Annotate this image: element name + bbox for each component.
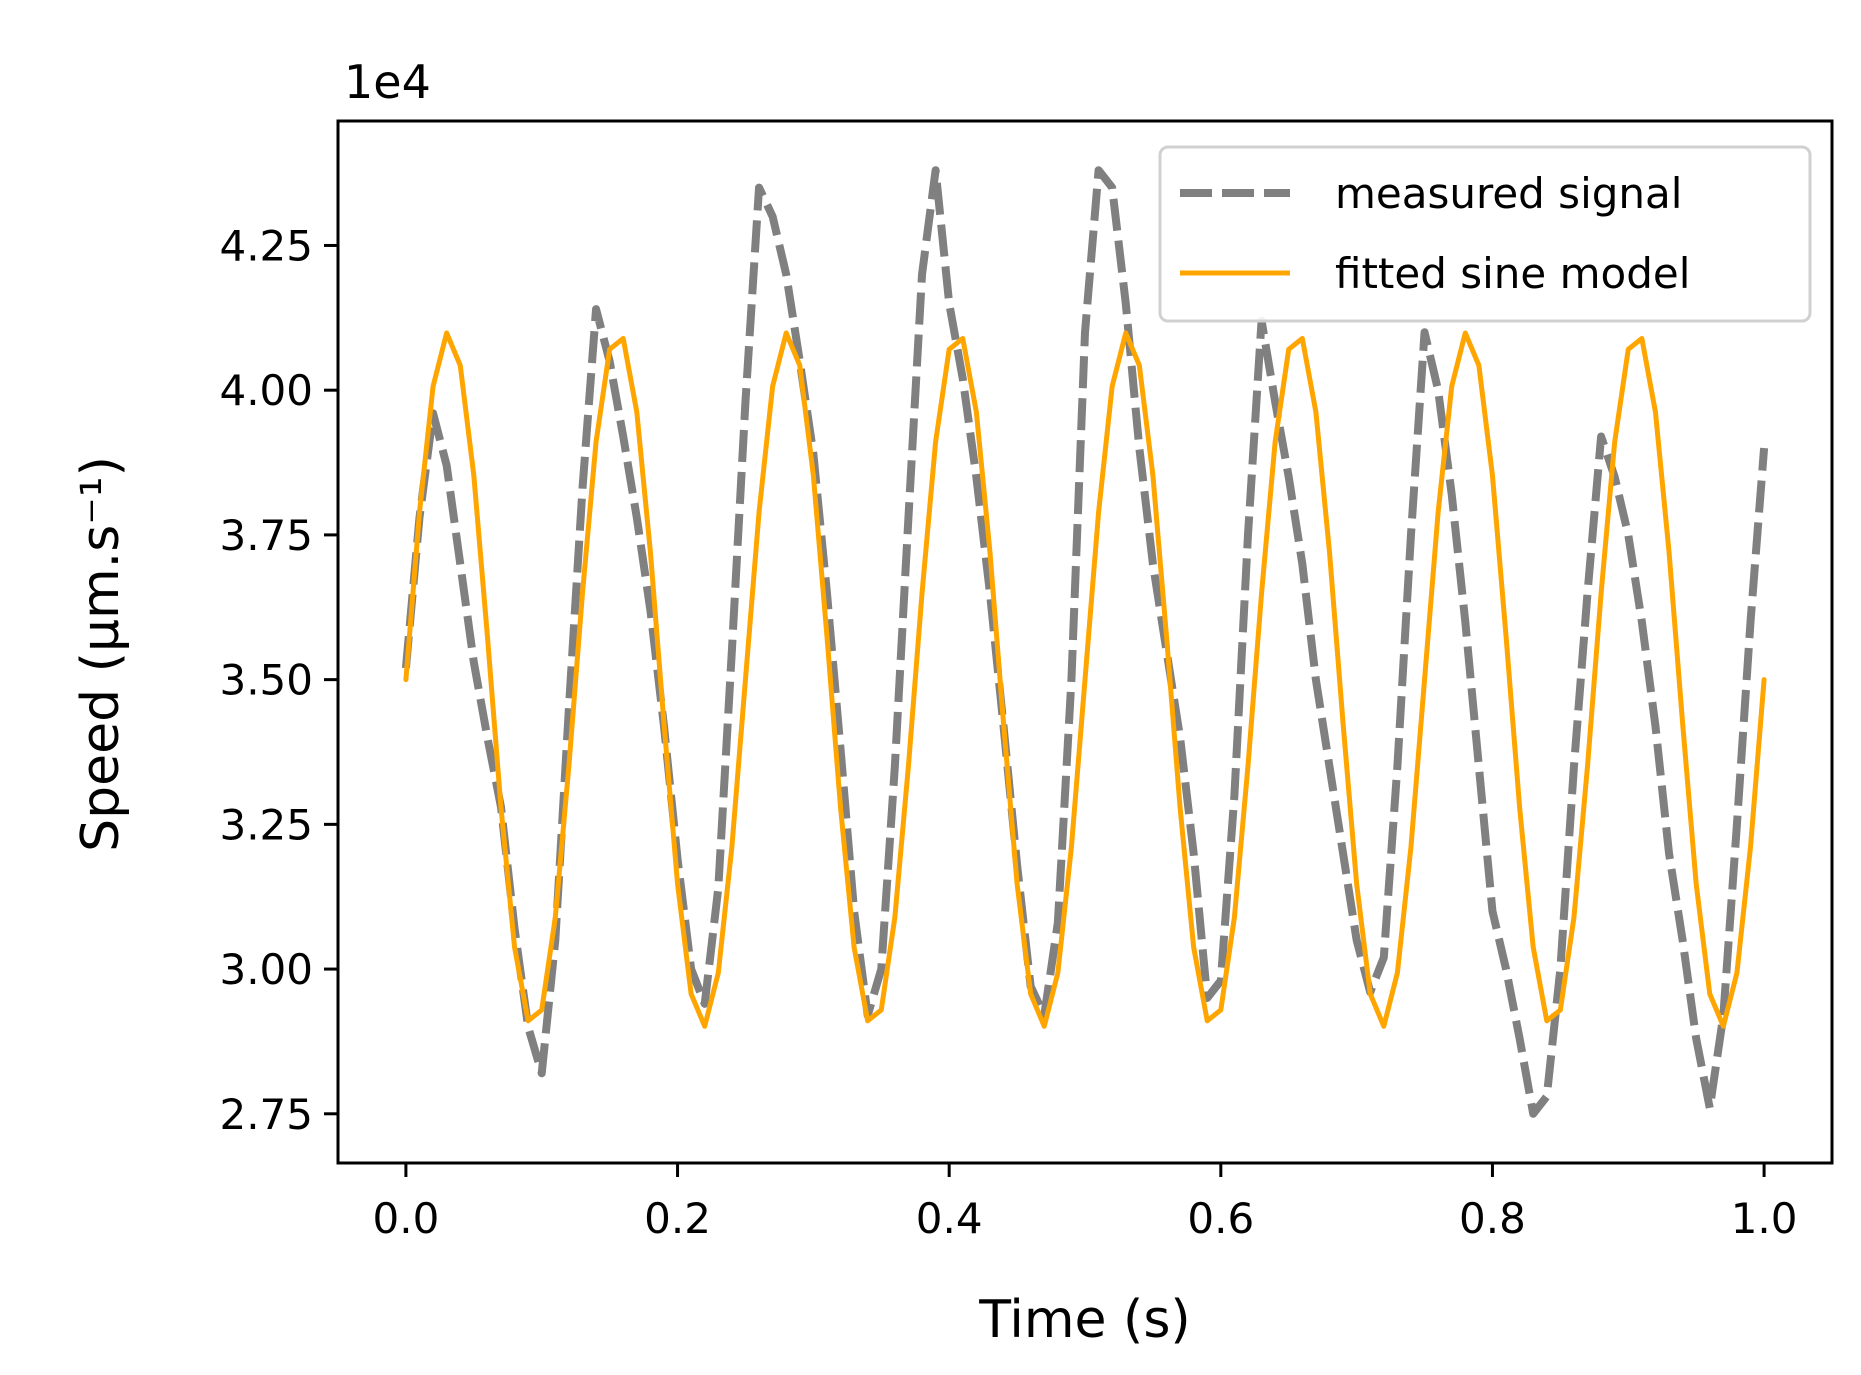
x-tick-label: 1.0 (1731, 1194, 1798, 1243)
y-tick-label: 3.00 (219, 945, 313, 994)
y-tick-label: 3.50 (219, 656, 313, 705)
x-tick-label: 0.2 (644, 1194, 711, 1243)
y-scale-label: 1e4 (344, 55, 431, 109)
x-tick-label: 0.8 (1459, 1194, 1526, 1243)
x-tick-label: 0.4 (916, 1194, 983, 1243)
data-layer (401, 166, 1769, 1118)
y-tick-label: 3.25 (219, 800, 313, 849)
legend-measured-signal: measured signal (1335, 169, 1682, 218)
y-tick-label: 4.25 (219, 221, 313, 270)
y-axis-title: Speed (μm.s⁻¹) (71, 456, 131, 852)
y-tick-label: 3.75 (219, 511, 313, 560)
y-tick-label: 2.75 (219, 1090, 313, 1139)
x-tick-label: 0.6 (1187, 1194, 1254, 1243)
measured-signal-line (401, 166, 1769, 1118)
x-tick-label: 0.0 (373, 1194, 440, 1243)
x-axis-title: Time (s) (978, 1290, 1190, 1350)
legend-box (1158, 145, 1812, 323)
legend: measured signal fitted sine model (1158, 145, 1812, 323)
y-tick-label: 4.00 (219, 366, 313, 415)
fitted-sine-model-line (403, 330, 1767, 1029)
legend-fitted-sine-model: fitted sine model (1335, 249, 1690, 298)
